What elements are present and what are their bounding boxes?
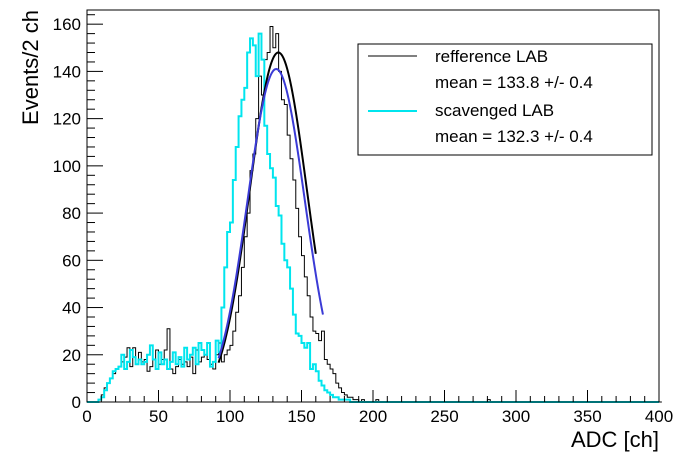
y-tick-label: 80 [62, 204, 81, 223]
x-tick-label: 100 [216, 407, 244, 426]
x-tick-label: 350 [573, 407, 601, 426]
x-tick-label: 300 [502, 407, 530, 426]
x-tick-label: 0 [82, 407, 91, 426]
legend: refference LAB mean = 133.8 +/- 0.4 scav… [357, 43, 653, 156]
legend-stat-scav: mean = 132.3 +/- 0.4 [435, 127, 593, 146]
legend-label-scav: scavenged LAB [435, 101, 554, 120]
x-tick-label: 50 [149, 407, 168, 426]
y-tick-label: 20 [62, 346, 81, 365]
x-tick-label: 150 [287, 407, 315, 426]
x-tick-label: 200 [359, 407, 387, 426]
x-axis-title: ADC [ch] [571, 427, 659, 452]
x-tick-label: 250 [430, 407, 458, 426]
axes-layer: 0 50 100 150 200 250 300 350 400 0 20 40 60 80 100 120 1… [53, 10, 673, 426]
y-tick-label: 40 [62, 299, 81, 318]
legend-label-ref: refference LAB [435, 47, 548, 66]
legend-stat-ref: mean = 133.8 +/- 0.4 [435, 73, 593, 92]
fit-curve-3 [217, 68, 324, 359]
legend-box [357, 43, 653, 156]
fit-curve-2 [217, 51, 317, 363]
x-tick-label: 400 [645, 407, 673, 426]
y-tick-label: 120 [53, 110, 81, 129]
y-tick-label: 60 [62, 251, 81, 270]
y-tick-label: 0 [72, 393, 81, 412]
y-tick-label: 100 [53, 157, 81, 176]
y-tick-label: 140 [53, 62, 81, 81]
y-axis-title: Events/2 ch [18, 10, 43, 125]
y-tick-label: 160 [53, 15, 81, 34]
